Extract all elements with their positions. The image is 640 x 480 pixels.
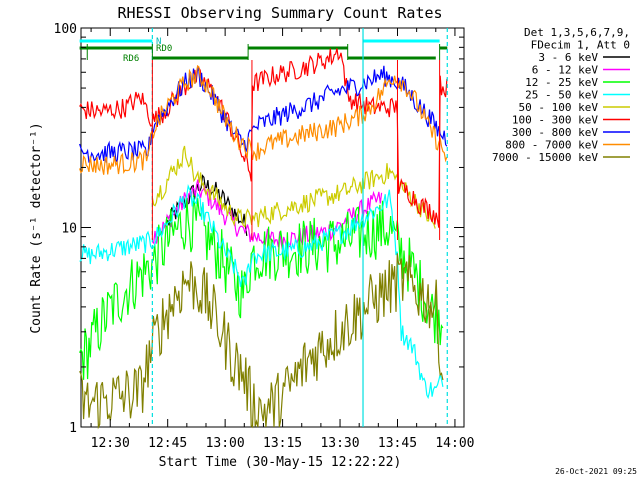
legend-item: 100 - 300 keV (512, 114, 630, 127)
y-axis-label: Count Rate (s⁻¹ detector⁻¹) (29, 122, 44, 333)
legend-label: 6 - 12 keV (532, 64, 599, 77)
x-axis-label: Start Time (30-May-15 12:22:22) (159, 455, 402, 470)
legend-label: 100 - 300 keV (512, 114, 598, 127)
x-tick-label: 12:30 (91, 436, 130, 451)
legend-item: 7000 - 15000 keV (492, 151, 630, 164)
legend-header: FDecim 1, Att 0 (531, 39, 630, 52)
series-50-100-kev (151, 145, 436, 229)
series-line (151, 145, 436, 229)
y-axis: 1 10 100 (54, 22, 464, 436)
legend-item: 300 - 800 keV (512, 126, 630, 139)
y-tick-label: 10 (61, 222, 77, 237)
series-25-50-kev (79, 184, 444, 400)
flag-vertical-lines (86, 28, 448, 427)
series-line (79, 64, 448, 175)
legend-item: 12 - 25 keV (525, 76, 630, 89)
legend-label: 50 - 100 keV (519, 101, 599, 114)
series-6-12-kev (151, 179, 383, 250)
legend-item: 6 - 12 keV (532, 64, 630, 77)
legend: Det 1,3,5,6,7,9,FDecim 1, Att 03 - 6 keV… (492, 26, 630, 164)
legend-label: 12 - 25 keV (525, 76, 598, 89)
legend-label: 3 - 6 keV (538, 51, 598, 64)
flag-label-n: N (156, 37, 161, 47)
legend-item: 800 - 7000 keV (505, 139, 630, 152)
y-tick-label: 1 (69, 421, 77, 436)
series-line (79, 48, 448, 228)
chart-title: RHESSI Observing Summary Count Rates (117, 4, 442, 22)
series-line (151, 179, 383, 250)
legend-item: 25 - 50 keV (525, 89, 630, 102)
footer-timestamp: 26-Oct-2021 09:25 (555, 467, 637, 476)
x-tick-label: 14:00 (435, 436, 474, 451)
y-tick-label: 100 (54, 22, 77, 37)
series-100-300-kev (79, 48, 448, 228)
legend-label: 25 - 50 keV (525, 89, 598, 102)
legend-label: 7000 - 15000 keV (492, 151, 598, 164)
series-line (79, 253, 444, 430)
x-axis: 12:30 12:45 13:00 13:15 13:30 13:45 14:00 (90, 28, 475, 451)
series-line (79, 184, 444, 400)
legend-label: 300 - 800 keV (512, 126, 598, 139)
x-tick-label: 13:15 (263, 436, 302, 451)
legend-label: 800 - 7000 keV (505, 139, 598, 152)
x-tick-label: 13:30 (320, 436, 359, 451)
flag-label-rd6: RD6 (123, 54, 139, 64)
series-800-7000-kev (79, 64, 448, 175)
x-tick-label: 13:45 (378, 436, 417, 451)
series-7000-15000-kev (79, 253, 444, 430)
legend-item: 3 - 6 keV (538, 51, 630, 64)
series-group (79, 48, 448, 430)
x-tick-label: 13:00 (206, 436, 245, 451)
x-tick-label: 12:45 (148, 436, 187, 451)
legend-header: Det 1,3,5,6,7,9, (524, 26, 630, 39)
flag-label-rd0: RD0 (156, 44, 172, 54)
legend-item: 50 - 100 keV (519, 101, 630, 114)
